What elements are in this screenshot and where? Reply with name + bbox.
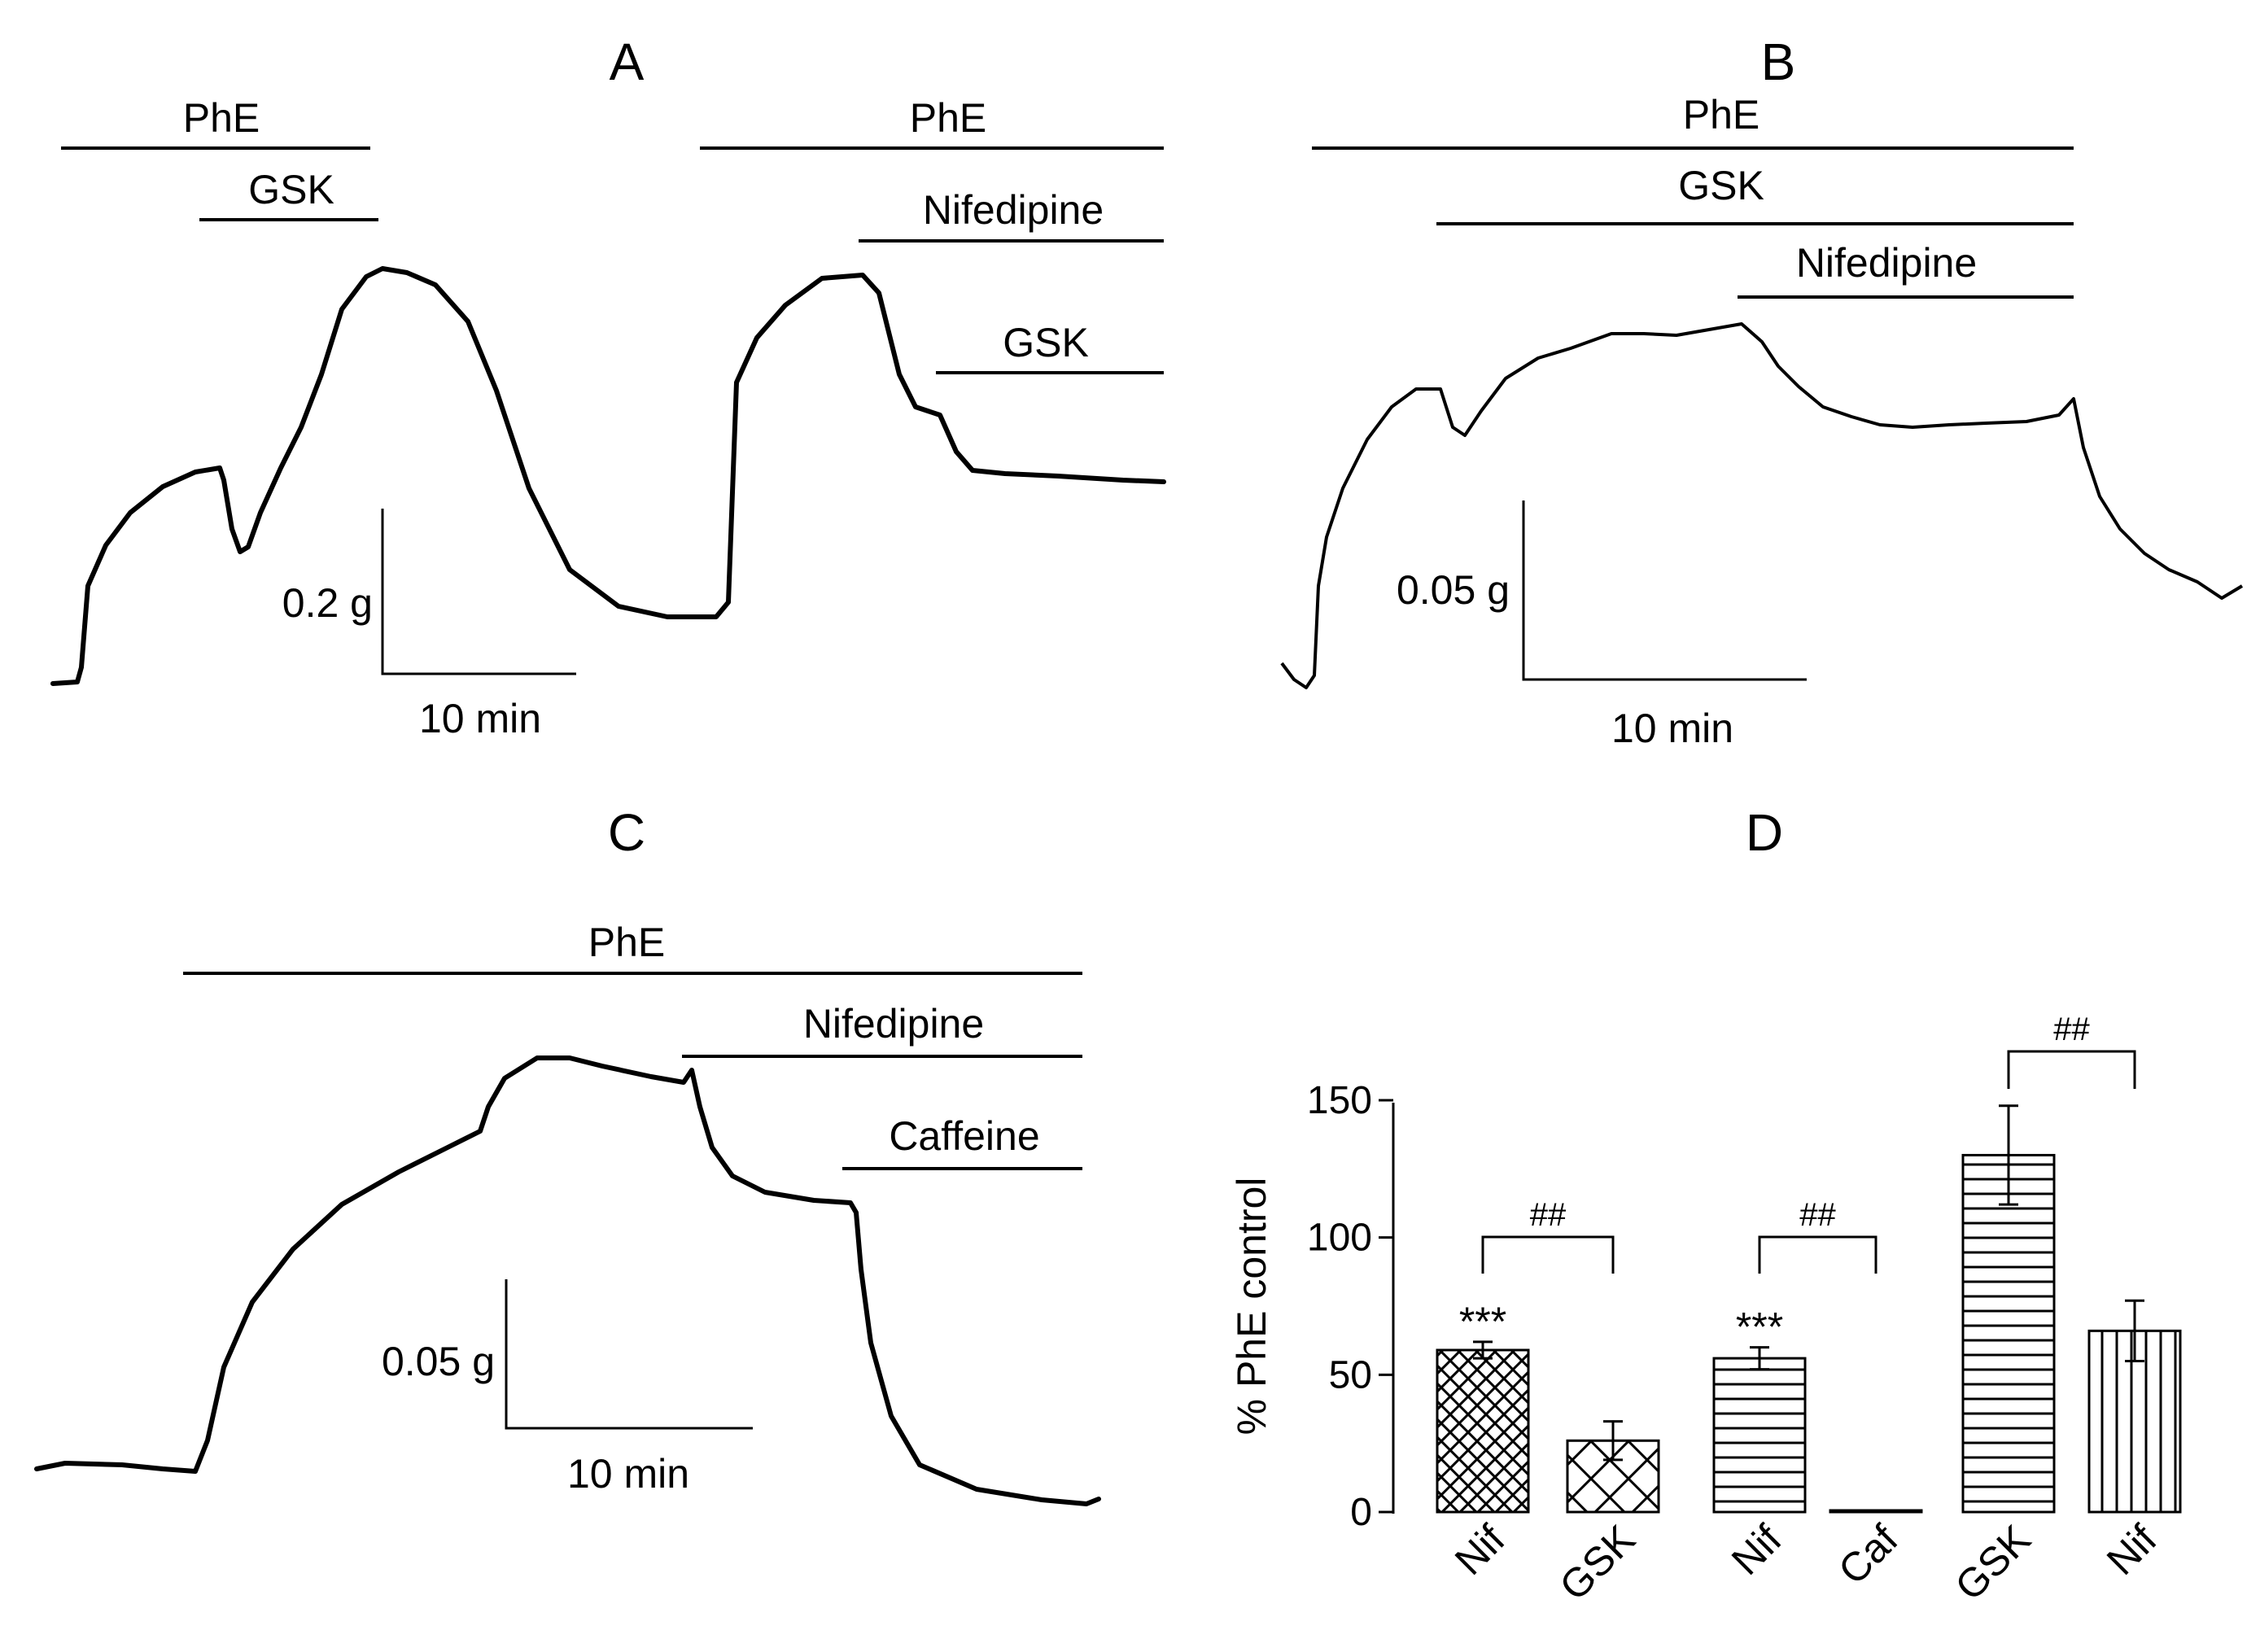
panel-a-trace [50,266,1166,686]
panel-c-scale-x-label: 10 min [567,1451,689,1497]
panel-c-label-phe: PhE [588,920,666,965]
panel-b: B PhE GSK Nifedipine 0.05 g 10 min [1280,33,2244,751]
panel-a-scale-bar [381,509,576,675]
panel-c-label-caffeine: Caffeine [889,1113,1039,1159]
bar-0-nif [1436,1348,1530,1514]
x-tick-label-0: Nif [1446,1516,1514,1584]
panel-d-ylabel: % PhE control [1229,1178,1274,1436]
panel-a-label-phe-2: PhE [910,95,987,141]
panel-c-scale-bar [505,1279,753,1430]
y-tick-label-3: 150 [1307,1079,1372,1122]
panel-d-letter: D [1746,803,1783,862]
panel-b-label-phe: PhE [1683,92,1760,138]
comparison-bracket-1 [1758,1235,1878,1274]
panel-c-scale-y-label: 0.05 g [382,1339,495,1384]
comparison-label-0: ## [1530,1197,1567,1233]
panel-d-y-ticks: 0 50 100 150 [1307,1079,1393,1534]
panel-d-bars: *** *** [1436,1104,2182,1514]
panel-a: A PhE GSK PhE Nifedipine GSK 0.2 g 10 mi… [50,33,1166,741]
bar-3-caf [1829,1509,1923,1514]
comparison-bracket-0 [1481,1235,1615,1274]
panel-a-letter: A [610,33,645,91]
comparison-label-1: ## [1799,1197,1836,1233]
panel-a-scale-x-label: 10 min [419,696,541,741]
panel-a-label-gsk-1: GSK [248,167,334,212]
y-tick-label-0: 0 [1350,1491,1372,1534]
panel-c-trace [34,1055,1101,1506]
panel-b-trace [1280,322,2244,689]
panel-d-brackets: ## ## ## [1481,1012,2136,1274]
panel-c-label-nifedipine: Nifedipine [803,1001,984,1047]
x-tick-label-5: Nif [2098,1516,2166,1584]
panel-a-label-phe-1: PhE [183,95,260,141]
comparison-label-2: ## [2053,1012,2090,1047]
panel-a-label-nifedipine: Nifedipine [923,187,1104,233]
panel-b-scale-bar [1522,500,1807,681]
x-tick-label-1: GSK [1551,1516,1644,1609]
panel-b-label-nifedipine: Nifedipine [1796,240,1977,286]
panel-b-scale-y-label: 0.05 g [1397,567,1510,613]
significance-2: *** [1736,1305,1783,1350]
panel-c-letter: C [608,803,645,862]
panel-d-x-tick-labels: Nif GSK Nif Caf GSK Nif [1446,1516,2166,1609]
panel-a-scale-y-label: 0.2 g [282,580,373,626]
y-tick-label-1: 50 [1329,1353,1372,1396]
panel-b-label-gsk: GSK [1678,163,1764,208]
panel-b-letter: B [1761,33,1796,91]
panel-c: C PhE Nifedipine Caffeine 0.05 g 10 min [34,803,1101,1506]
x-tick-label-2: Nif [1723,1516,1790,1584]
bar-2-nif [1712,1357,1807,1514]
x-tick-label-4: GSK [1947,1516,2039,1609]
panel-d: D % PhE control 0 50 100 150 *** *** ## #### … [1229,803,2182,1609]
significance-0: *** [1459,1299,1506,1344]
panel-a-label-gsk-2: GSK [1003,320,1089,365]
bar-4-gsk [1961,1153,2056,1514]
panel-b-scale-x-label: 10 min [1611,706,1733,751]
comparison-bracket-2 [2007,1050,2136,1089]
x-tick-label-3: Caf [1829,1516,1907,1593]
y-tick-label-2: 100 [1307,1217,1372,1260]
